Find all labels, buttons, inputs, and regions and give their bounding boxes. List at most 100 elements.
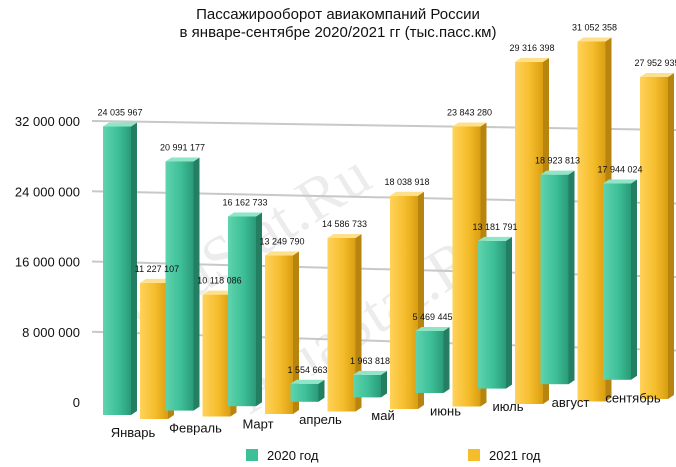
bar-front [165,161,194,411]
bar-front [540,174,569,385]
x-tick-label: сентябрь [605,391,661,406]
data-label: 29 316 398 [509,43,554,53]
bar-side [668,72,674,400]
data-label: 10 118 086 [197,276,241,286]
data-label: 18 038 918 [384,177,429,187]
bar-top [353,370,387,375]
data-labels: 24 035 967 11 227 107 20 991 177 10 118 086… [97,22,676,374]
bar-front [140,282,168,419]
bar-2021 [327,233,362,412]
bar-front [452,126,481,407]
bar-top [228,212,262,217]
y-tick-label: 0 [73,395,80,410]
x-tick-label: апрель [299,412,342,427]
bar-front [515,61,543,404]
chart-title-line: Пассажирооборот авиакомпаний России [196,6,480,23]
data-label: 11 227 107 [135,264,179,274]
bar-top [103,122,137,127]
bar-2020 [353,370,387,398]
bar-2021 [265,251,299,414]
bar-top [265,251,299,256]
bar-2021 [577,37,612,402]
bar-front [603,183,631,380]
bar-front [577,41,606,402]
x-axis: Январь Февраль Март апрель май июнь июль август… [111,391,661,440]
x-tick-label: август [552,395,590,410]
bar-front [415,330,444,393]
bar-front [390,195,418,409]
bar-front [228,216,256,407]
y-axis: 0 8 000 000 16 000 000 24 000 000 32 000 000 [15,114,80,410]
data-label: 13 181 791 [472,222,517,232]
bar-side [443,326,450,393]
data-label: 17 944 024 [597,164,642,174]
y-tick-label: 16 000 000 [15,255,80,270]
x-tick-label: Январь [111,425,156,440]
data-label: 24 035 967 [97,108,142,118]
bar-front [478,240,506,389]
bar-top [515,57,549,62]
bar-top [415,326,450,331]
bar-side [193,157,200,411]
data-label: 13 249 790 [259,236,304,246]
chart-title: Пассажирооборот авиакомпаний России в ян… [180,6,497,41]
data-label: 14 586 733 [322,219,367,229]
bar-side [355,233,362,412]
x-tick-label: июль [492,399,523,414]
y-tick-label: 8 000 000 [22,325,80,340]
bar-front [290,383,319,402]
bar-2021 [640,72,674,400]
bar-top [478,236,512,241]
bar-top [165,157,200,162]
bar-side [631,179,637,380]
bar-2020 [540,170,575,385]
bar-side [568,170,575,385]
y-tick-label: 32 000 000 [15,114,80,129]
bar-front [640,76,668,400]
data-label: 18 923 813 [535,156,580,166]
data-label: 27 952 935 [634,58,676,68]
legend: 2020 год 2021 год [246,448,541,463]
bar-2020 [228,212,262,407]
bar-2020 [415,326,450,393]
x-tick-label: Февраль [169,421,222,436]
bar-top [577,37,612,42]
bar-2020 [290,379,325,402]
bar-2020 [478,236,512,389]
chart-subtitle-line: в январе-сентябре 2020/2021 гг (тыс.пасс… [180,24,497,41]
legend-item: 2021 год [468,448,541,463]
bar-top [290,379,325,384]
bar-top [540,170,575,175]
bar-front [265,255,293,414]
bar-top [452,122,487,127]
bar-side [256,212,262,407]
data-label: 16 162 733 [222,198,267,208]
legend-item: 2020 год [246,448,319,463]
data-label: 5 469 445 [412,312,452,322]
y-tick-label: 24 000 000 [15,184,80,199]
data-label: 1 963 818 [350,356,390,366]
data-label: 1 554 663 [287,365,327,375]
legend-swatch [246,449,258,461]
bar-side [318,379,325,402]
bar-side [381,370,387,398]
bar-side [293,251,299,414]
data-label: 23 843 280 [447,107,492,117]
bar-side [506,236,512,389]
bar-side [131,122,137,416]
legend-label: 2021 год [489,448,541,463]
legend-label: 2020 год [267,448,319,463]
data-label: 31 052 358 [572,22,617,32]
bar-top [390,191,424,196]
bar-front [103,126,131,416]
x-tick-label: май [371,408,394,423]
bars [103,37,674,419]
data-label: 20 991 177 [160,142,205,152]
bar-front [353,374,381,398]
bar-top [603,179,637,184]
legend-swatch [468,449,480,461]
bar-2020 [165,157,200,411]
bar-2020 [103,122,137,416]
x-tick-label: июнь [430,404,461,419]
